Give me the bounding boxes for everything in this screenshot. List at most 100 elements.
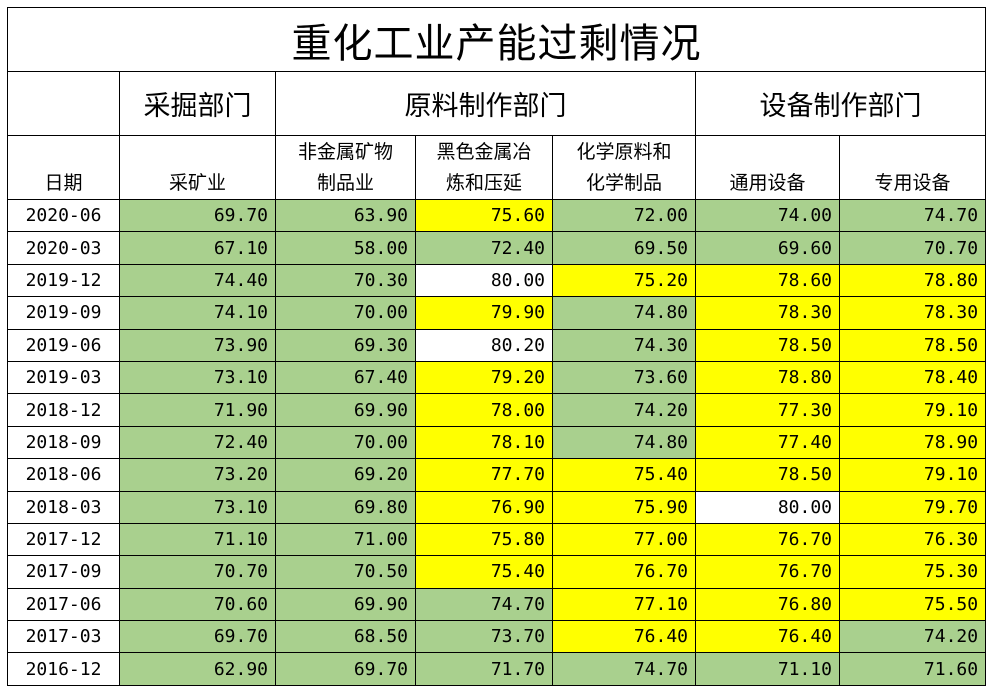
value-cell: 76.70 <box>552 555 696 589</box>
value-cell: 71.10 <box>119 522 276 557</box>
table-row: 2018-06 73.20 69.20 77.70 75.40 78.50 79.10 <box>7 458 987 492</box>
value-cell: 69.70 <box>119 198 276 233</box>
column-header-line: 采矿业 <box>168 172 226 194</box>
table-row: 2016-12 62.90 69.70 71.70 74.70 71.10 71.60 <box>7 652 987 686</box>
value-cell: 78.60 <box>695 263 840 298</box>
column-header-ferrous-metal: 黑色金属冶 炼和压延 <box>415 135 553 200</box>
value-cell: 80.00 <box>415 263 553 298</box>
dept-raw-materials: 原料制作部门 <box>275 71 696 136</box>
date-cell: 2019-12 <box>7 263 120 298</box>
dept-equipment: 设备制作部门 <box>694 71 987 136</box>
value-cell: 79.20 <box>415 360 553 395</box>
column-header-mining: 采矿业 <box>119 135 276 200</box>
value-cell: 72.40 <box>415 231 553 265</box>
value-cell: 78.50 <box>838 328 987 362</box>
table-row: 2019-06 73.90 69.30 80.20 74.30 78.50 78.50 <box>7 328 987 362</box>
value-cell: 76.70 <box>695 555 840 589</box>
table-row: 2017-12 71.10 71.00 75.80 77.00 76.70 76.30 <box>7 522 987 557</box>
value-cell: 80.20 <box>415 328 553 362</box>
date-cell: 2018-03 <box>7 490 120 524</box>
column-header-chemical: 化学原料和 化学制品 <box>552 135 696 200</box>
value-cell: 78.30 <box>695 296 840 330</box>
date-cell: 2017-03 <box>7 620 120 654</box>
value-cell: 70.70 <box>119 555 276 589</box>
value-cell: 74.20 <box>838 620 987 654</box>
value-cell: 70.00 <box>275 425 416 460</box>
value-cell: 74.40 <box>119 263 276 298</box>
value-cell: 78.30 <box>838 296 987 330</box>
value-cell: 69.30 <box>275 328 416 362</box>
value-cell: 75.40 <box>415 555 553 589</box>
date-header: 日期 <box>7 135 120 200</box>
capacity-table: 重化工业产能过剩情况 采掘部门 原料制作部门 设备制作部门 日期 采矿业 非金属矿… <box>6 7 987 686</box>
value-cell: 74.70 <box>552 652 696 686</box>
value-cell: 67.10 <box>119 231 276 265</box>
column-header-line: 非金属矿物 <box>297 141 393 163</box>
value-cell: 79.10 <box>838 393 987 427</box>
table-row: 2018-12 71.90 69.90 78.00 74.20 77.30 79.10 <box>7 393 987 427</box>
value-cell: 74.80 <box>552 296 696 330</box>
value-cell: 75.80 <box>415 522 553 557</box>
column-header-line: 制品业 <box>316 172 374 194</box>
value-cell: 72.40 <box>119 425 276 460</box>
value-cell: 79.70 <box>838 490 987 524</box>
value-cell: 69.80 <box>275 490 416 524</box>
value-cell: 75.30 <box>838 555 987 589</box>
table-row: 2019-09 74.10 70.00 79.90 74.80 78.30 78.30 <box>7 296 987 330</box>
value-cell: 70.00 <box>275 296 416 330</box>
value-cell: 75.40 <box>552 458 696 492</box>
value-cell: 71.10 <box>695 652 840 686</box>
value-cell: 71.70 <box>415 652 553 686</box>
value-cell: 77.30 <box>695 393 840 427</box>
table-title: 重化工业产能过剩情况 <box>6 7 987 72</box>
date-cell: 2017-09 <box>7 555 120 589</box>
column-header-special-equipment: 专用设备 <box>838 135 987 200</box>
value-cell: 69.70 <box>275 652 416 686</box>
value-cell: 68.50 <box>275 620 416 654</box>
value-cell: 76.30 <box>838 522 987 557</box>
value-cell: 69.90 <box>275 393 416 427</box>
table-row: 2017-03 69.70 68.50 73.70 76.40 76.40 74.20 <box>7 620 987 654</box>
column-header-line: 化学原料和 <box>576 141 672 163</box>
value-cell: 71.90 <box>119 393 276 427</box>
value-cell: 80.00 <box>695 490 840 524</box>
column-header-nonmetal-mineral: 非金属矿物 制品业 <box>275 135 416 200</box>
table-row: 2020-03 67.10 58.00 72.40 69.50 69.60 70.70 <box>7 231 987 265</box>
value-cell: 78.00 <box>415 393 553 427</box>
value-cell: 77.40 <box>695 425 840 460</box>
value-cell: 78.40 <box>838 360 987 395</box>
table-row: 2019-12 74.40 70.30 80.00 75.20 78.60 78.80 <box>7 263 987 298</box>
value-cell: 70.50 <box>275 555 416 589</box>
value-cell: 78.80 <box>838 263 987 298</box>
value-cell: 78.10 <box>415 425 553 460</box>
date-cell: 2017-06 <box>7 587 120 622</box>
value-cell: 67.40 <box>275 360 416 395</box>
value-cell: 73.10 <box>119 360 276 395</box>
value-cell: 77.70 <box>415 458 553 492</box>
value-cell: 78.50 <box>695 458 840 492</box>
date-cell: 2018-12 <box>7 393 120 427</box>
value-cell: 73.60 <box>552 360 696 395</box>
value-cell: 73.70 <box>415 620 553 654</box>
column-header-line: 专用设备 <box>874 172 951 194</box>
date-cell: 2016-12 <box>7 652 120 686</box>
value-cell: 69.20 <box>275 458 416 492</box>
value-cell: 77.10 <box>552 587 696 622</box>
value-cell: 78.80 <box>695 360 840 395</box>
value-cell: 74.80 <box>552 425 696 460</box>
value-cell: 76.70 <box>695 522 840 557</box>
value-cell: 70.30 <box>275 263 416 298</box>
value-cell: 69.60 <box>695 231 840 265</box>
value-cell: 75.90 <box>552 490 696 524</box>
value-cell: 72.00 <box>552 198 696 233</box>
value-cell: 78.90 <box>838 425 987 460</box>
value-cell: 70.70 <box>838 231 987 265</box>
value-cell: 74.70 <box>838 198 987 233</box>
value-cell: 62.90 <box>119 652 276 686</box>
table-row: 2017-09 70.70 70.50 75.40 76.70 76.70 75.30 <box>7 555 987 589</box>
value-cell: 79.90 <box>415 296 553 330</box>
value-cell: 74.00 <box>695 198 840 233</box>
value-cell: 76.40 <box>695 620 840 654</box>
value-cell: 75.20 <box>552 263 696 298</box>
value-cell: 71.60 <box>838 652 987 686</box>
